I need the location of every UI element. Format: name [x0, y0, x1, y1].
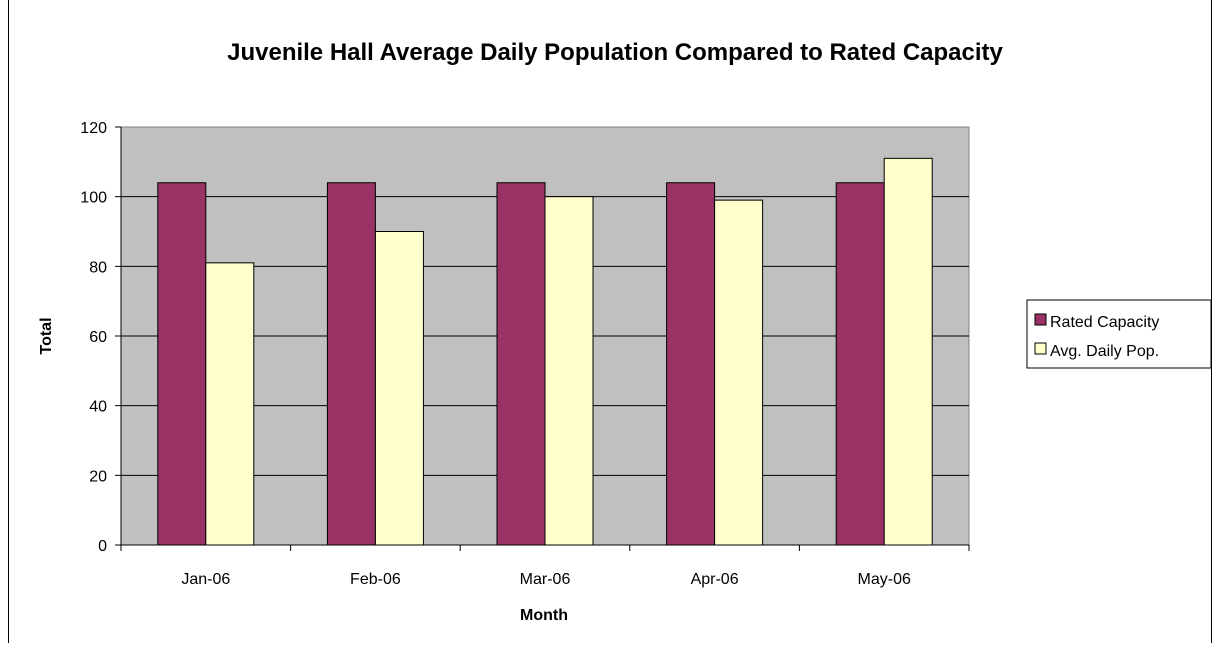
bar-avg-daily-pop--mar-06 [544, 196, 594, 546]
y-tick-label: 60 [89, 329, 107, 346]
y-tick-label: 100 [80, 190, 107, 207]
x-tick-label: Feb-06 [350, 571, 401, 588]
legend-label-avg-daily-pop: Avg. Daily Pop. [1050, 343, 1159, 360]
legend-label-rated-capacity: Rated Capacity [1050, 314, 1159, 331]
y-tick-labels: 0 20 40 60 80 100 120 [80, 120, 107, 555]
legend-swatch-rated-capacity [1034, 313, 1047, 326]
bar-rated-capacity-mar-06 [496, 182, 546, 546]
bar-avg-daily-pop--jan-06 [205, 262, 255, 546]
bar-avg-daily-pop--may-06 [883, 157, 933, 546]
bar-avg-daily-pop--apr-06 [714, 199, 764, 546]
axes [115, 126, 970, 551]
x-tick-label: Apr-06 [691, 571, 739, 588]
y-tick-label: 40 [89, 399, 107, 416]
x-tick-label: Mar-06 [520, 571, 571, 588]
y-tick-label: 80 [89, 259, 107, 276]
y-tick-label: 120 [80, 120, 107, 137]
plot-area: 0 20 40 60 80 100 120 Jan-06 Feb-06 Mar-06 Apr-06… [80, 120, 970, 588]
y-tick-label: 0 [98, 538, 107, 555]
bar-rated-capacity-jan-06 [157, 182, 207, 546]
y-axis-title: Total [38, 317, 55, 354]
chart-title: Juvenile Hall Average Daily Population C… [227, 39, 1003, 66]
x-tick-label: May-06 [858, 571, 911, 588]
x-axis-title: Month [520, 607, 568, 624]
legend: Rated Capacity Avg. Daily Pop. [1026, 299, 1212, 369]
x-tick-label: Jan-06 [181, 571, 230, 588]
bars [157, 157, 933, 546]
legend-box [1026, 299, 1212, 369]
bar-rated-capacity-may-06 [835, 182, 885, 546]
bar-rated-capacity-feb-06 [326, 182, 376, 546]
legend-swatch-avg-daily-pop [1034, 342, 1047, 355]
bar-avg-daily-pop--feb-06 [374, 231, 424, 546]
x-tick-labels: Jan-06 Feb-06 Mar-06 Apr-06 May-06 [181, 571, 911, 588]
y-tick-label: 20 [89, 468, 107, 485]
bar-rated-capacity-apr-06 [666, 182, 716, 546]
